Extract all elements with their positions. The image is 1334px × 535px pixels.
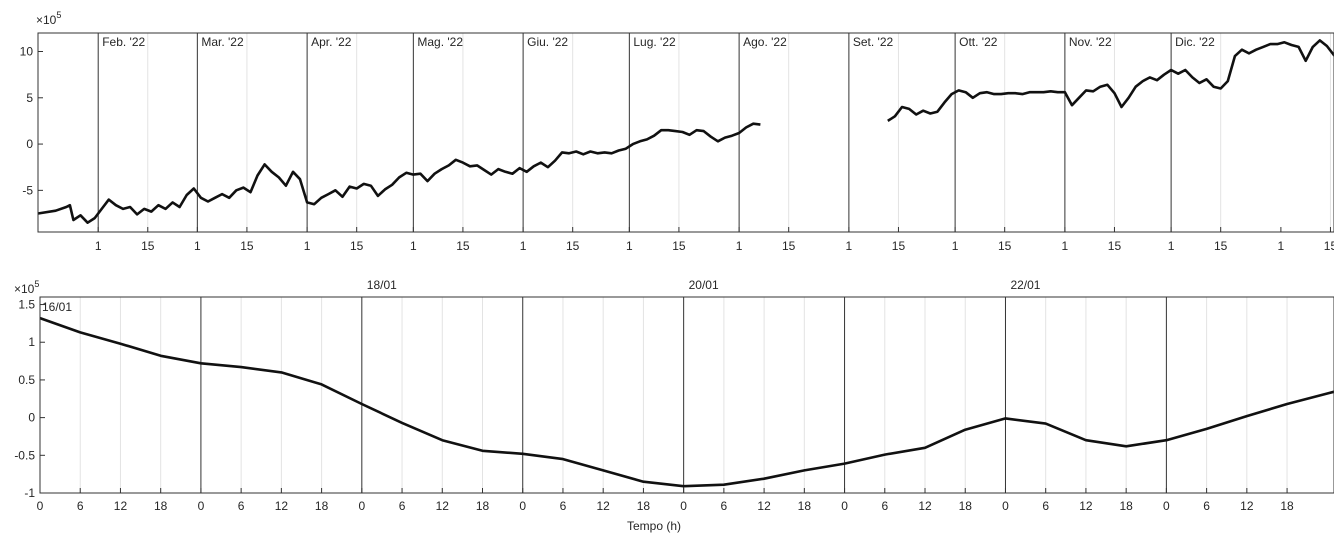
top-x-tick-label: 15	[782, 239, 796, 253]
bottom-x-tick-label: 12	[918, 499, 932, 513]
top-x-tick-label: 15	[566, 239, 580, 253]
top-month-label: Nov. '22	[1069, 35, 1112, 49]
bottom-x-tick-label: 12	[275, 499, 289, 513]
bottom-x-tick-label: 0	[37, 499, 44, 513]
bottom-x-tick-label: 6	[1042, 499, 1049, 513]
top-x-tick-label: 15	[672, 239, 686, 253]
top-y-ticks: 10 5 0 -5	[20, 45, 43, 198]
top-x-tick-label: 1	[194, 239, 201, 253]
bottom-x-tick-label: 0	[1002, 499, 1009, 513]
top-x-tick-label: 1	[95, 239, 102, 253]
top-y-tick-label: 0	[26, 137, 33, 151]
top-month-label: Giu. '22	[527, 35, 568, 49]
bottom-x-tick-label: 12	[1079, 499, 1093, 513]
bottom-x-tick-label: 18	[1119, 499, 1133, 513]
bottom-x-tick-label: 0	[1163, 499, 1170, 513]
bottom-x-tick-label: 18	[959, 499, 973, 513]
bottom-exponent-label: ×105	[14, 279, 39, 296]
bottom-day-label: 18/01	[367, 278, 397, 292]
top-x-tick-label: 15	[1108, 239, 1122, 253]
bottom-day-label: 22/01	[1010, 278, 1040, 292]
bottom-y-tick-label: -0.5	[14, 448, 35, 462]
top-month-label: Set. '22	[853, 35, 894, 49]
bottom-x-tick-label: 6	[1203, 499, 1210, 513]
bottom-y-tick-label: -1	[24, 486, 35, 500]
top-x-tick-label: 1	[736, 239, 743, 253]
bottom-x-tick-label: 0	[680, 499, 687, 513]
bottom-series-line	[40, 318, 1334, 486]
bottom-x-tick-label: 18	[1280, 499, 1294, 513]
top-series-line	[38, 40, 1334, 222]
bottom-x-axis-label: Tempo (h)	[627, 519, 681, 533]
top-x-tick-label: 1	[410, 239, 417, 253]
top-y-tick-label: 5	[26, 91, 33, 105]
top-x-tick-label: 15	[998, 239, 1012, 253]
bottom-x-tick-label: 18	[315, 499, 329, 513]
bottom-y-tick-label: 1.5	[18, 298, 35, 312]
bottom-x-ticks: 0 6 12 18 0 6 12 18 0 6 12 18 0 6 12 18 0 6 12 18 0 6 12 18 0 6 12…	[37, 488, 1294, 513]
bottom-x-tick-label: 6	[77, 499, 84, 513]
top-x-tick-label: 1	[1168, 239, 1175, 253]
top-x-tick-label: 1	[520, 239, 527, 253]
top-x-tick-label: 1	[846, 239, 853, 253]
bottom-x-tick-label: 12	[114, 499, 128, 513]
top-month-label: Mag. '22	[417, 35, 463, 49]
top-x-tick-label: 1	[952, 239, 959, 253]
bottom-x-tick-label: 6	[399, 499, 406, 513]
bottom-x-tick-label: 12	[1240, 499, 1254, 513]
bottom-x-tick-label: 0	[358, 499, 365, 513]
top-y-tick-label: -5	[22, 183, 33, 197]
top-x-tick-label: 15	[456, 239, 470, 253]
bottom-x-tick-label: 18	[798, 499, 812, 513]
bottom-axes-box	[40, 297, 1334, 493]
top-y-tick-label: 10	[20, 45, 34, 59]
bottom-x-tick-label: 6	[881, 499, 888, 513]
bottom-x-tick-label: 0	[198, 499, 205, 513]
top-month-labels: Feb. '22 Mar. '22 Apr. '22 Mag. '22 Giu. '22…	[102, 35, 1215, 49]
bottom-x-tick-label: 18	[637, 499, 651, 513]
bottom-y-tick-label: 0.5	[18, 373, 35, 387]
top-month-label: Ago. '22	[743, 35, 787, 49]
bottom-x-tick-label: 6	[238, 499, 245, 513]
top-x-tick-label: 15	[141, 239, 155, 253]
top-x-tick-label: 1	[1278, 239, 1285, 253]
bottom-x-tick-label: 12	[436, 499, 450, 513]
bottom-x-tick-label: 0	[519, 499, 526, 513]
top-exponent-label: ×105	[36, 10, 61, 27]
top-month-label: Apr. '22	[311, 35, 352, 49]
top-x-tick-label: 15	[1324, 239, 1334, 253]
top-x-tick-label: 15	[350, 239, 364, 253]
bottom-day-labels: 16/01 18/01 20/01 22/01	[42, 278, 1041, 314]
bottom-x-tick-label: 6	[721, 499, 728, 513]
top-x-tick-label: 15	[892, 239, 906, 253]
bottom-chart: 16/01 18/01 20/01 22/01 1.5 1 0.5 0 -0.5 -1 0 6 12…	[14, 278, 1334, 533]
bottom-x-tick-label: 18	[476, 499, 490, 513]
top-month-lines	[98, 33, 1171, 232]
top-x-tick-label: 1	[626, 239, 633, 253]
top-month-label: Dic. '22	[1175, 35, 1215, 49]
top-month-label: Lug. '22	[633, 35, 676, 49]
bottom-x-tick-label: 12	[597, 499, 611, 513]
top-x-tick-label: 1	[304, 239, 311, 253]
top-x-ticks: 1 15 1 15 1 15 1 15 1 15 1 15 1 15 1 15 1 15 1 15 1 15 1 15	[95, 227, 1334, 253]
bottom-day-label: 16/01	[42, 300, 72, 314]
bottom-x-tick-label: 12	[757, 499, 771, 513]
top-x-tick-label: 15	[240, 239, 254, 253]
top-month-label: Ott. '22	[959, 35, 998, 49]
top-month-label: Mar. '22	[201, 35, 244, 49]
bottom-day-label: 20/01	[689, 278, 719, 292]
bottom-x-tick-label: 6	[560, 499, 567, 513]
top-month-label: Feb. '22	[102, 35, 145, 49]
top-chart: Feb. '22 Mar. '22 Apr. '22 Mag. '22 Giu. '22…	[20, 10, 1334, 253]
bottom-x-tick-label: 0	[841, 499, 848, 513]
top-x-tick-label: 1	[1062, 239, 1069, 253]
top-x-tick-label: 15	[1214, 239, 1228, 253]
bottom-y-tick-label: 0	[28, 411, 35, 425]
bottom-y-tick-label: 1	[28, 335, 35, 349]
bottom-x-tick-label: 18	[154, 499, 168, 513]
